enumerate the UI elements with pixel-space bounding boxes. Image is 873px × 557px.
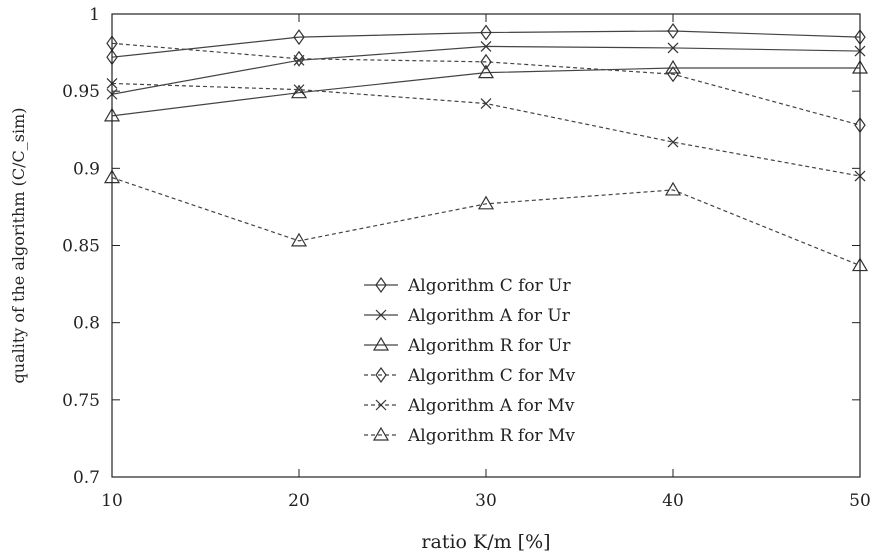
legend-label: Algorithm A for Mv	[407, 396, 575, 416]
series-6	[103, 169, 869, 272]
series-1	[106, 22, 866, 66]
legend: Algorithm C for Ur Algorithm A for Ur Algo…	[364, 276, 576, 446]
legend-item: Algorithm R for Mv	[364, 426, 575, 446]
data-point	[480, 53, 492, 70]
diamond-marker	[375, 366, 387, 384]
data-point	[477, 195, 495, 210]
legend-label: Algorithm C for Mv	[407, 366, 576, 386]
triangle-marker	[290, 232, 308, 247]
triangle-marker	[372, 426, 390, 441]
diamond-marker	[667, 66, 679, 83]
cross-marker	[375, 399, 387, 411]
plot-frame	[111, 13, 861, 478]
y-tick-label: 0.75	[62, 391, 100, 411]
legend-item: Algorithm A for Ur	[364, 306, 571, 326]
series-line	[111, 82, 861, 177]
y-tick-label: 0.85	[62, 237, 100, 257]
legend-item: Algorithm C for Ur	[364, 276, 571, 296]
data-point	[477, 64, 495, 79]
data-point	[480, 98, 492, 109]
series-5	[106, 78, 866, 182]
y-tick-label: 0.9	[73, 159, 100, 179]
y-tick-label: 0.8	[73, 314, 100, 334]
y-axis-label: quality of the algorithm (C/C_sim)	[9, 108, 28, 384]
y-tick-label: 0.7	[73, 468, 100, 488]
diamond-marker	[667, 22, 679, 40]
data-point	[480, 24, 492, 41]
data-point	[667, 42, 679, 54]
data-point	[664, 181, 682, 196]
triangle-marker	[290, 84, 308, 99]
x-tick-label: 30	[475, 491, 497, 511]
triangle-marker	[477, 64, 495, 79]
diamond-marker	[293, 50, 305, 67]
cross-marker	[480, 40, 492, 52]
data-point	[290, 232, 308, 247]
series-line	[111, 30, 861, 58]
series-4	[106, 35, 866, 134]
series-line	[111, 42, 861, 126]
cross-marker	[480, 98, 492, 109]
data-point	[293, 29, 305, 46]
cross-marker	[375, 309, 387, 321]
data-point	[293, 50, 305, 67]
x-tick-label: 50	[849, 491, 871, 511]
y-tick-label: 1	[89, 5, 100, 25]
diamond-marker	[480, 24, 492, 41]
x-tick-label: 10	[101, 491, 123, 511]
series-3	[103, 59, 869, 122]
legend-label: Algorithm R for Mv	[407, 426, 575, 446]
series-line	[111, 67, 860, 117]
legend-label: Algorithm C for Ur	[407, 276, 571, 296]
data-point	[664, 59, 682, 74]
diamond-marker	[375, 276, 387, 294]
data-point	[293, 84, 305, 96]
diamond-marker	[293, 29, 305, 46]
cross-marker	[293, 84, 305, 96]
y-tick-label: 0.95	[62, 82, 100, 102]
legend-item: Algorithm C for Mv	[364, 366, 576, 386]
data-point	[667, 66, 679, 83]
series-2	[106, 40, 866, 100]
data-point	[667, 22, 679, 40]
x-tick-label: 40	[662, 491, 684, 511]
series-layer	[103, 22, 869, 272]
cross-marker	[667, 136, 679, 148]
x-axis-label: ratio K/m [%]	[421, 531, 550, 553]
legend-item: Algorithm R for Ur	[364, 336, 571, 356]
x-tick-label: 20	[288, 491, 310, 511]
data-point	[480, 40, 492, 52]
triangle-marker	[372, 336, 390, 351]
series-line	[111, 177, 861, 267]
legend-label: Algorithm A for Ur	[407, 306, 571, 326]
triangle-marker	[664, 59, 682, 74]
data-point	[290, 84, 308, 99]
legend-label: Algorithm R for Ur	[407, 336, 571, 356]
legend-item: Algorithm A for Mv	[364, 396, 575, 416]
triangle-marker	[477, 195, 495, 210]
diamond-marker	[480, 53, 492, 70]
cross-marker	[667, 42, 679, 54]
data-point	[667, 136, 679, 148]
triangle-marker	[664, 181, 682, 196]
